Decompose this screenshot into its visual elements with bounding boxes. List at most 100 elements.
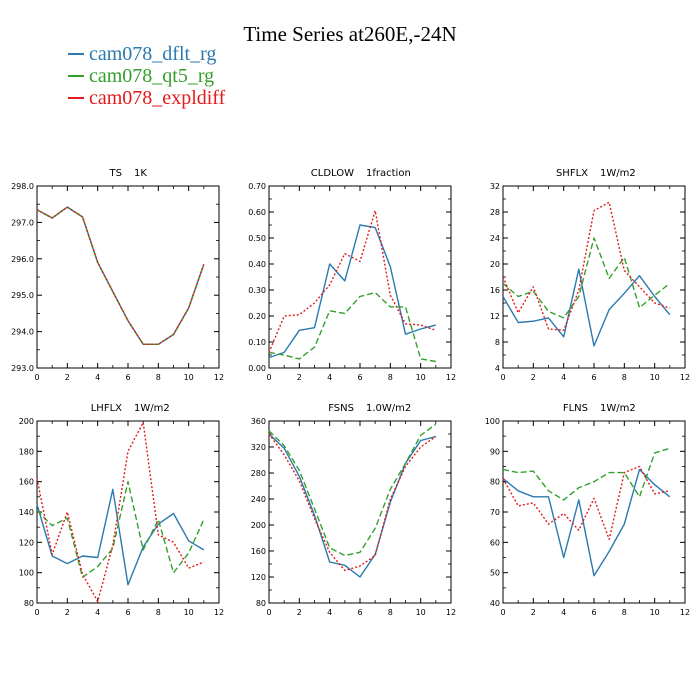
y-tick-label: 0.00 (248, 364, 266, 373)
y-tick-label: 298.0 (11, 182, 34, 191)
series-line-cam078_expldiff (502, 201, 671, 331)
series-line-cam078_dflt_rg (502, 268, 671, 347)
panel-title: CLDLOW (311, 168, 354, 179)
y-tick-label: 100 (485, 417, 500, 426)
y-tick-label: 296.0 (11, 255, 34, 264)
panel-title: LHFLX (91, 403, 122, 414)
y-tick-label: 200 (251, 521, 266, 530)
plot-frame (36, 420, 220, 604)
legend-label-qt5: cam078_qt5_rg (89, 64, 215, 87)
y-tick-label: 40 (490, 599, 500, 608)
y-tick-label: 0.10 (248, 338, 266, 347)
y-tick-label: 0.30 (248, 286, 266, 295)
y-tick-label: 80 (24, 599, 34, 608)
y-tick-label: 4 (495, 364, 500, 373)
x-tick-label: 8 (388, 608, 393, 617)
y-tick-label: 90 (490, 447, 500, 456)
y-tick-label: 200 (19, 417, 34, 426)
legend: cam078_dflt_rg cam078_qt5_rg cam078_expl… (68, 43, 225, 109)
x-tick-label: 6 (357, 608, 362, 617)
x-tick-label: 0 (500, 608, 505, 617)
x-tick-label: 0 (34, 608, 39, 617)
series-line-cam078_expldiff (268, 209, 437, 353)
y-tick-label: 140 (19, 508, 34, 517)
panel-units: 1W/m2 (600, 168, 636, 179)
y-tick-label: 70 (490, 508, 500, 517)
panel-units: 1fraction (366, 168, 411, 179)
y-tick-label: 50 (490, 569, 500, 578)
x-tick-label: 10 (184, 608, 194, 617)
series-line-cam078_dflt_rg (36, 488, 205, 586)
series-line-cam078_expldiff (268, 433, 437, 572)
y-tick-label: 280 (251, 469, 266, 478)
series-line-cam078_expldiff (502, 465, 670, 540)
y-tick-label: 0.50 (248, 234, 266, 243)
series-line-cam078_dflt_rg (502, 468, 671, 577)
legend-swatch-qt5 (68, 75, 84, 77)
x-tick-label: 2 (531, 608, 536, 617)
y-tick-label: 360 (251, 417, 266, 426)
legend-item-qt5: cam078_qt5_rg (68, 65, 225, 87)
panel-cldlow: CLDLOW 1fraction 0 2 4 6 8 10 12 0.00 0.10 0.20 0.30… (248, 168, 456, 382)
series-line-cam078_expldiff (36, 206, 205, 345)
y-tick-label: 120 (19, 538, 34, 547)
y-tick-label: 0.60 (248, 208, 266, 217)
panel-title: FLNS (563, 403, 588, 414)
x-tick-label: 0 (34, 373, 39, 382)
y-tick-label: 160 (19, 478, 34, 487)
legend-swatch-dflt (68, 53, 84, 55)
legend-item-dflt: cam078_dflt_rg (68, 43, 225, 65)
x-tick-label: 10 (650, 608, 660, 617)
plot-frame (268, 185, 452, 369)
x-tick-label: 10 (416, 608, 426, 617)
x-tick-label: 4 (561, 373, 566, 382)
x-tick-label: 2 (65, 373, 70, 382)
x-tick-label: 6 (591, 608, 596, 617)
x-tick-label: 0 (266, 608, 271, 617)
y-tick-label: 20 (490, 260, 500, 269)
x-tick-label: 8 (156, 608, 161, 617)
y-tick-label: 0.20 (248, 312, 266, 321)
x-tick-label: 6 (591, 373, 596, 382)
plot-frame (502, 185, 686, 369)
x-tick-label: 4 (95, 373, 100, 382)
panel-units: 1K (134, 168, 147, 179)
y-tick-label: 160 (251, 547, 266, 556)
y-tick-label: 240 (251, 495, 266, 504)
panel-title: SHFLX (556, 168, 588, 179)
x-tick-label: 4 (327, 608, 332, 617)
y-tick-label: 180 (19, 447, 34, 456)
y-tick-label: 0.40 (248, 260, 266, 269)
y-tick-label: 295.0 (11, 291, 34, 300)
x-tick-label: 6 (125, 373, 130, 382)
x-tick-label: 8 (156, 373, 161, 382)
legend-label-expldiff: cam078_expldiff (89, 86, 226, 109)
panel-title: TS (109, 168, 122, 179)
y-tick-label: 60 (490, 538, 500, 547)
y-tick-label: 16 (490, 286, 500, 295)
x-tick-label: 10 (650, 373, 660, 382)
y-tick-label: 294.0 (11, 328, 34, 337)
x-tick-label: 10 (416, 373, 426, 382)
x-tick-label: 0 (500, 373, 505, 382)
y-tick-label: 12 (490, 312, 500, 321)
x-tick-label: 12 (446, 373, 456, 382)
x-tick-label: 6 (125, 608, 130, 617)
x-tick-label: 12 (214, 373, 224, 382)
y-tick-label: 8 (495, 338, 500, 347)
panel-units: 1.0W/m2 (366, 403, 411, 414)
series-line-cam078_qt5_rg (502, 237, 671, 319)
x-tick-label: 8 (388, 373, 393, 382)
y-tick-label: 320 (251, 443, 266, 452)
y-tick-label: 80 (490, 478, 500, 487)
x-tick-label: 4 (327, 373, 332, 382)
x-tick-label: 6 (357, 373, 362, 382)
y-tick-label: 28 (490, 208, 500, 217)
x-tick-label: 8 (622, 373, 627, 382)
x-tick-label: 0 (266, 373, 271, 382)
plot-frame (36, 185, 220, 369)
x-tick-label: 12 (446, 608, 456, 617)
x-tick-label: 4 (95, 608, 100, 617)
